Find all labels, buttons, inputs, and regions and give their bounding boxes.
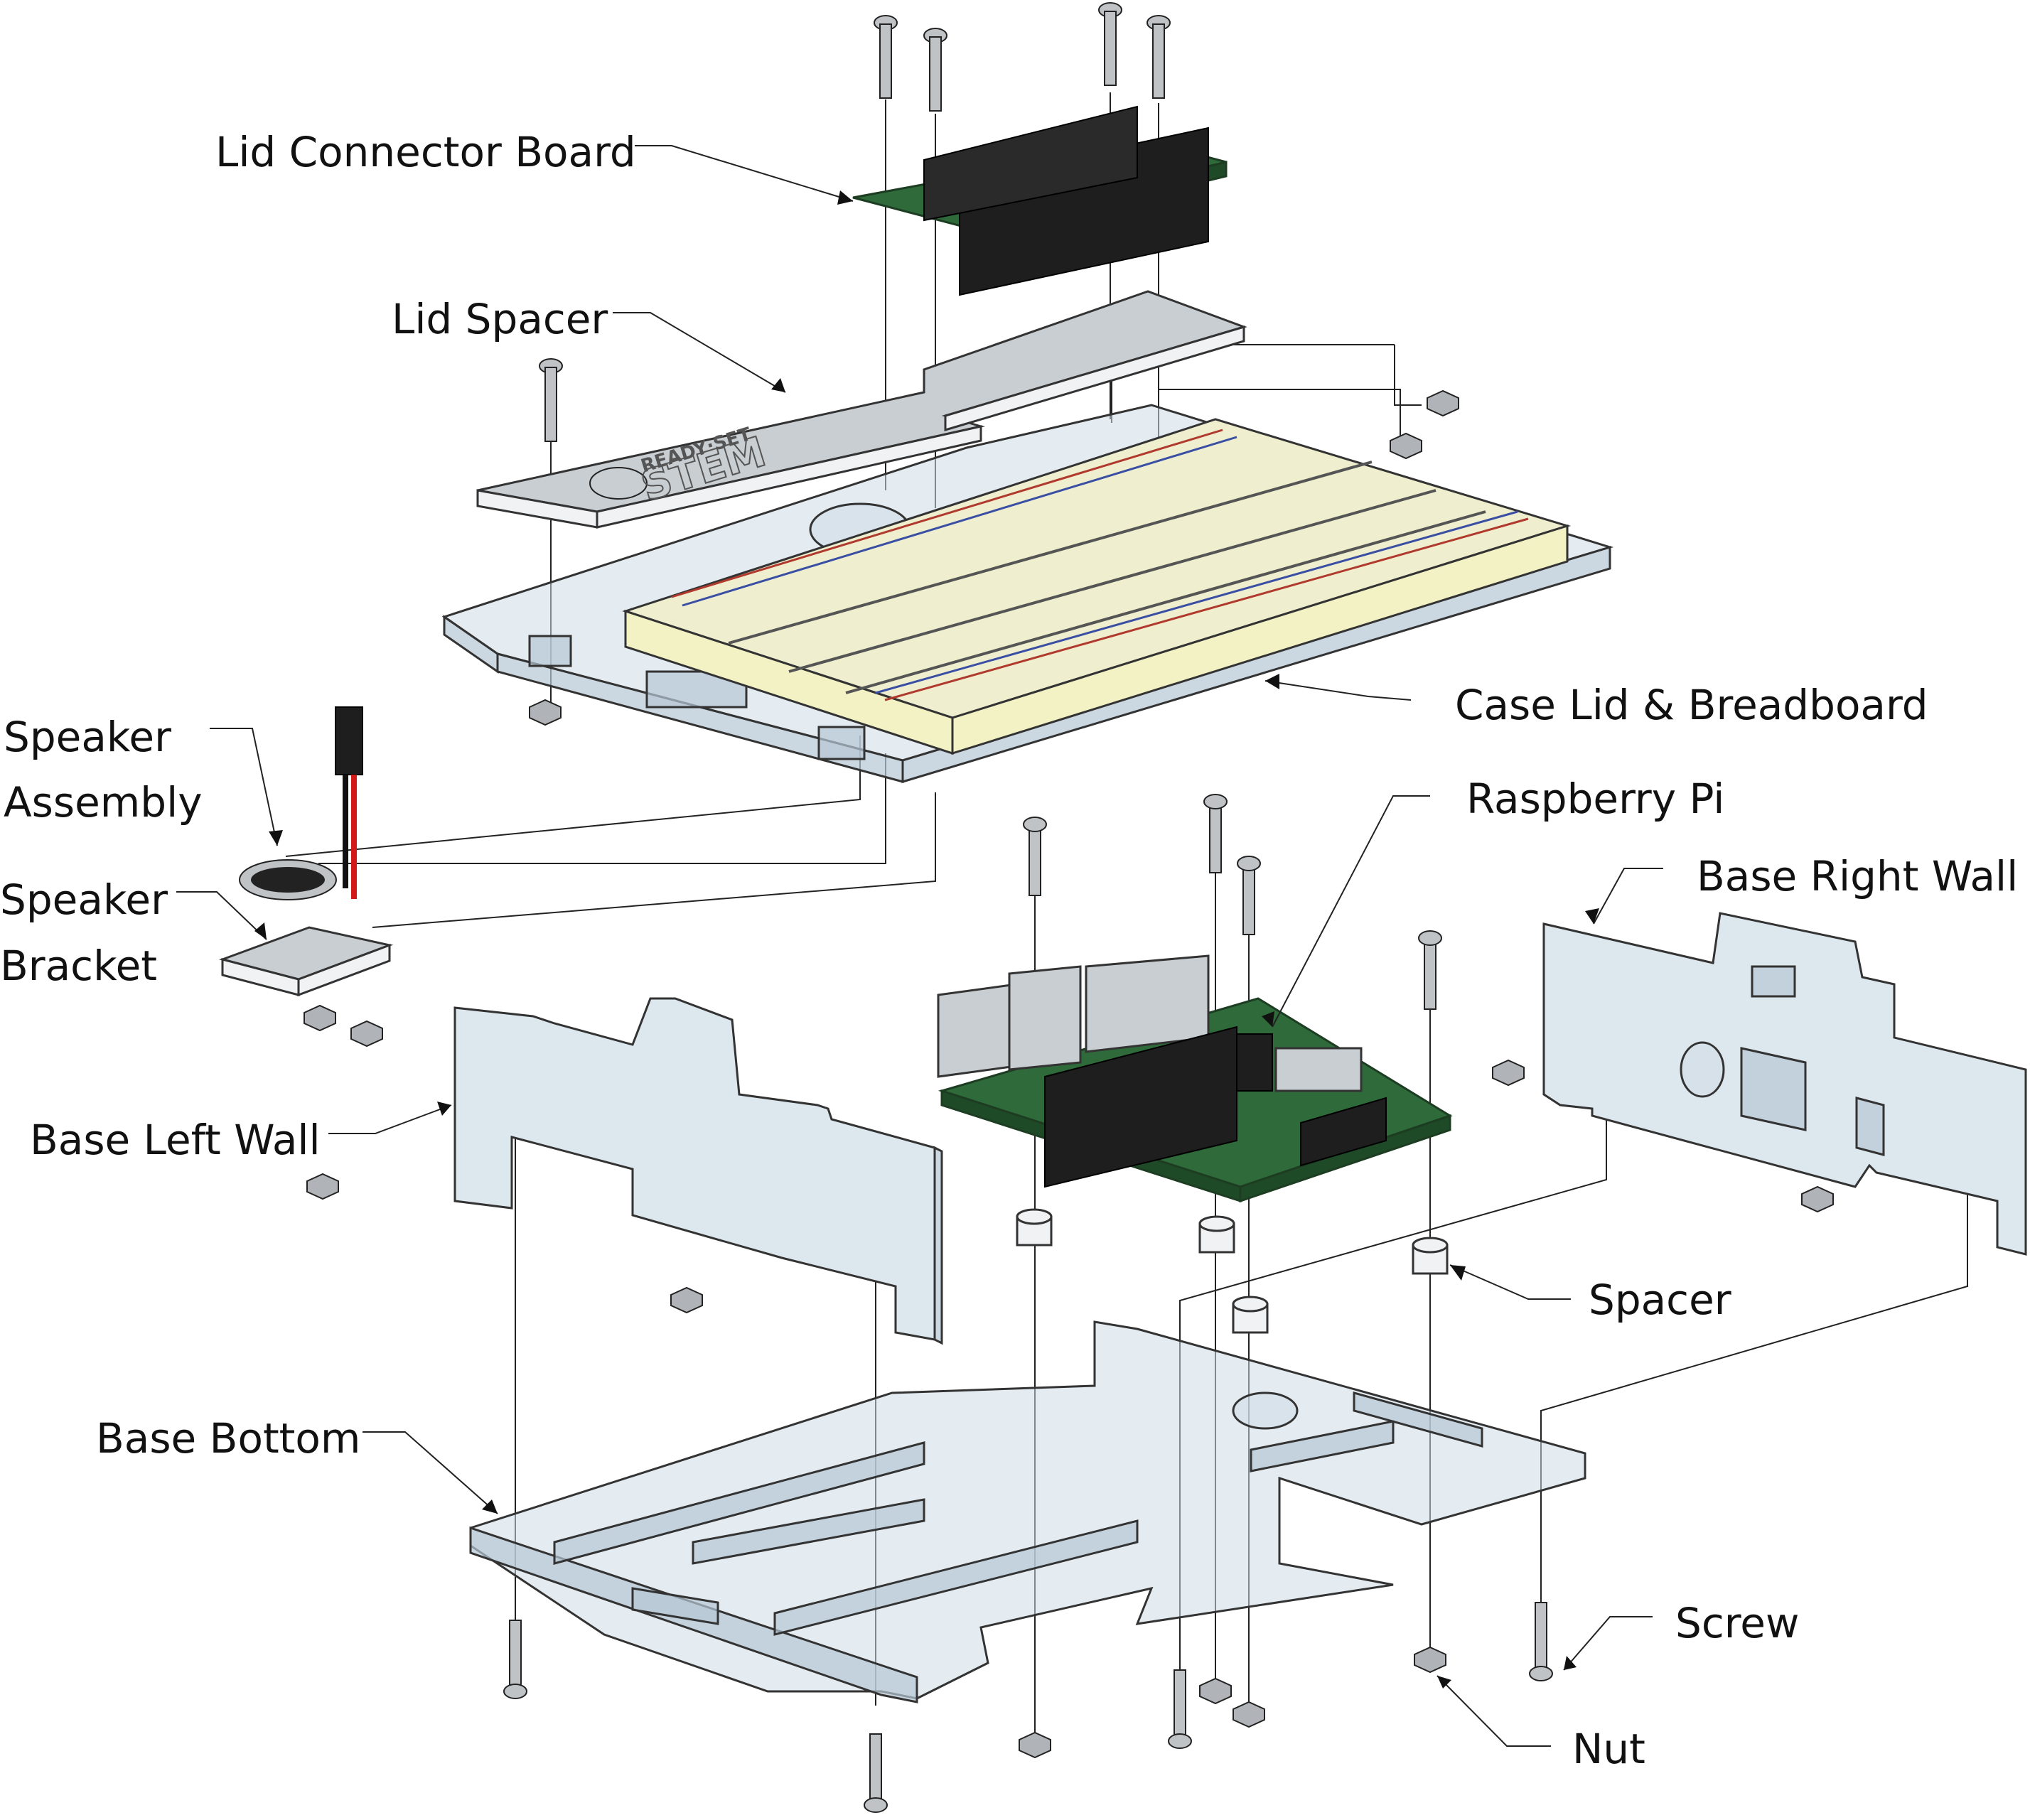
bottom-hardware <box>306 389 1834 1813</box>
speaker-assembly <box>239 706 363 900</box>
gpio-header <box>1044 1025 1237 1188</box>
spacer-icon <box>1016 1208 1053 1246</box>
screw-icon <box>539 358 563 442</box>
spacer-icon <box>1232 1296 1269 1334</box>
screw-icon <box>1146 15 1171 99</box>
screw-icon <box>864 1733 888 1813</box>
label-speaker-bracket-1: Speaker <box>0 876 168 924</box>
label-speaker-assembly-2: Assembly <box>4 778 203 826</box>
screw-icon <box>923 28 947 112</box>
logo-ring-icon <box>589 467 648 500</box>
lid-connector-board <box>852 105 1228 296</box>
screw-icon <box>1529 1602 1553 1681</box>
nut-icon <box>1232 1701 1265 1728</box>
nut-icon <box>670 1286 703 1314</box>
nut-icon <box>306 1173 339 1200</box>
raspberry-pi <box>937 954 1453 1203</box>
arrowheads <box>254 190 1599 1689</box>
screw-icon <box>1168 1669 1192 1749</box>
label-base-left-wall: Base Left Wall <box>30 1116 321 1164</box>
nut-icon <box>304 1004 336 1032</box>
speaker-bracket <box>219 699 562 1048</box>
label-case-lid-breadboard: Case Lid & Breadboard <box>1455 681 1928 729</box>
nut-icon <box>1414 1646 1446 1674</box>
label-lid-connector-board: Lid Connector Board <box>215 128 636 176</box>
nut-icon <box>1390 432 1422 460</box>
label-base-bottom: Base Bottom <box>96 1414 361 1463</box>
label-nut: Nut <box>1572 1725 1645 1773</box>
spacers <box>1016 1208 1449 1334</box>
screw-icon <box>1023 817 1047 896</box>
nut-icon <box>350 1020 383 1048</box>
lid-spacer <box>476 290 1247 529</box>
label-spacer: Spacer <box>1589 1276 1731 1324</box>
base-left-wall <box>453 997 943 1345</box>
nut-icon <box>1801 1185 1834 1213</box>
base-bottom <box>469 1320 1586 1703</box>
label-speaker-assembly-1: Speaker <box>4 713 171 761</box>
screw-icon <box>874 15 898 99</box>
screw-icon <box>503 1620 527 1699</box>
nut-icon <box>1199 1677 1232 1705</box>
usb-port-icon <box>937 983 1018 1078</box>
usb-port-icon <box>1008 965 1082 1071</box>
spacer-icon <box>1198 1215 1235 1254</box>
spacer-icon <box>1412 1237 1449 1275</box>
screw-icon <box>1418 930 1442 1010</box>
label-screw: Screw <box>1675 1599 1800 1647</box>
top-screws <box>539 2 1171 442</box>
nut-icon <box>529 699 562 726</box>
leader-lines <box>176 145 1663 1747</box>
screw-icon <box>1098 2 1122 86</box>
nut-icon <box>1492 1059 1525 1087</box>
screw-icon <box>1203 794 1228 873</box>
label-raspberry-pi: Raspberry Pi <box>1466 775 1725 823</box>
base-right-wall <box>1542 912 2027 1256</box>
label-lid-spacer: Lid Spacer <box>392 295 608 343</box>
hdmi-port-icon <box>1274 1047 1363 1092</box>
label-speaker-bracket-2: Bracket <box>0 942 158 990</box>
ethernet-port-icon <box>1085 954 1210 1053</box>
screw-icon <box>1237 856 1261 935</box>
breadboard <box>622 418 1572 755</box>
wire-connector <box>335 706 363 775</box>
label-base-right-wall: Base Right Wall <box>1697 852 2019 900</box>
nut-icon <box>1427 389 1459 417</box>
nut-icon <box>1019 1731 1051 1759</box>
